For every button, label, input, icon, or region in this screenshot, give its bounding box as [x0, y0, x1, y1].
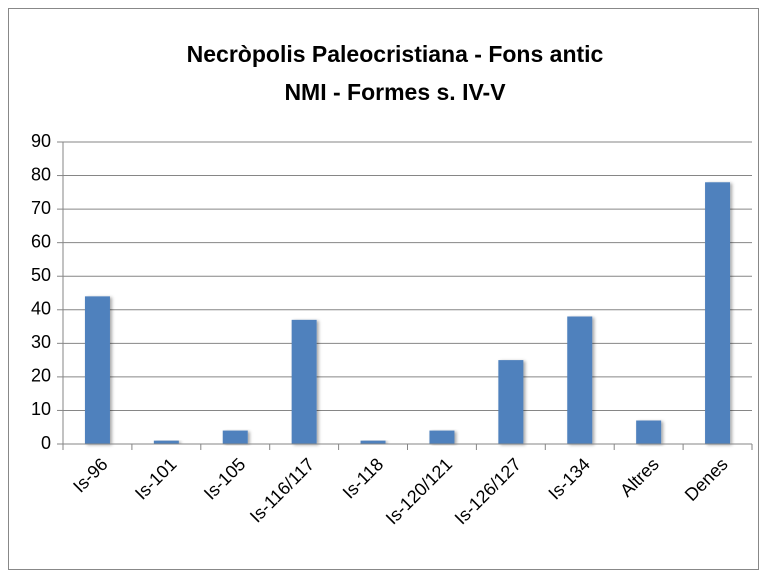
y-tick-label: 90 [31, 131, 51, 151]
y-tick-label: 0 [41, 433, 51, 453]
y-tick-label: 80 [31, 164, 51, 184]
bar [498, 360, 524, 444]
y-tick-label: 40 [31, 299, 51, 319]
bar [636, 420, 662, 444]
chart-subtitle: NMI - Formes s. IV-V [284, 79, 506, 105]
chart-border [8, 8, 759, 570]
y-tick-label: 30 [31, 332, 51, 352]
bar [291, 319, 317, 444]
bar [360, 440, 386, 444]
bar [705, 182, 731, 444]
bar [567, 316, 593, 444]
chart-title: Necròpolis Paleocristiana - Fons antic [187, 41, 604, 67]
y-tick-label: 10 [31, 399, 51, 419]
bar [429, 430, 455, 444]
y-tick-label: 50 [31, 265, 51, 285]
y-tick-label: 70 [31, 198, 51, 218]
bar [153, 440, 179, 444]
bar [222, 430, 248, 444]
y-tick-label: 60 [31, 231, 51, 251]
bar [84, 296, 110, 444]
y-tick-label: 20 [31, 366, 51, 386]
